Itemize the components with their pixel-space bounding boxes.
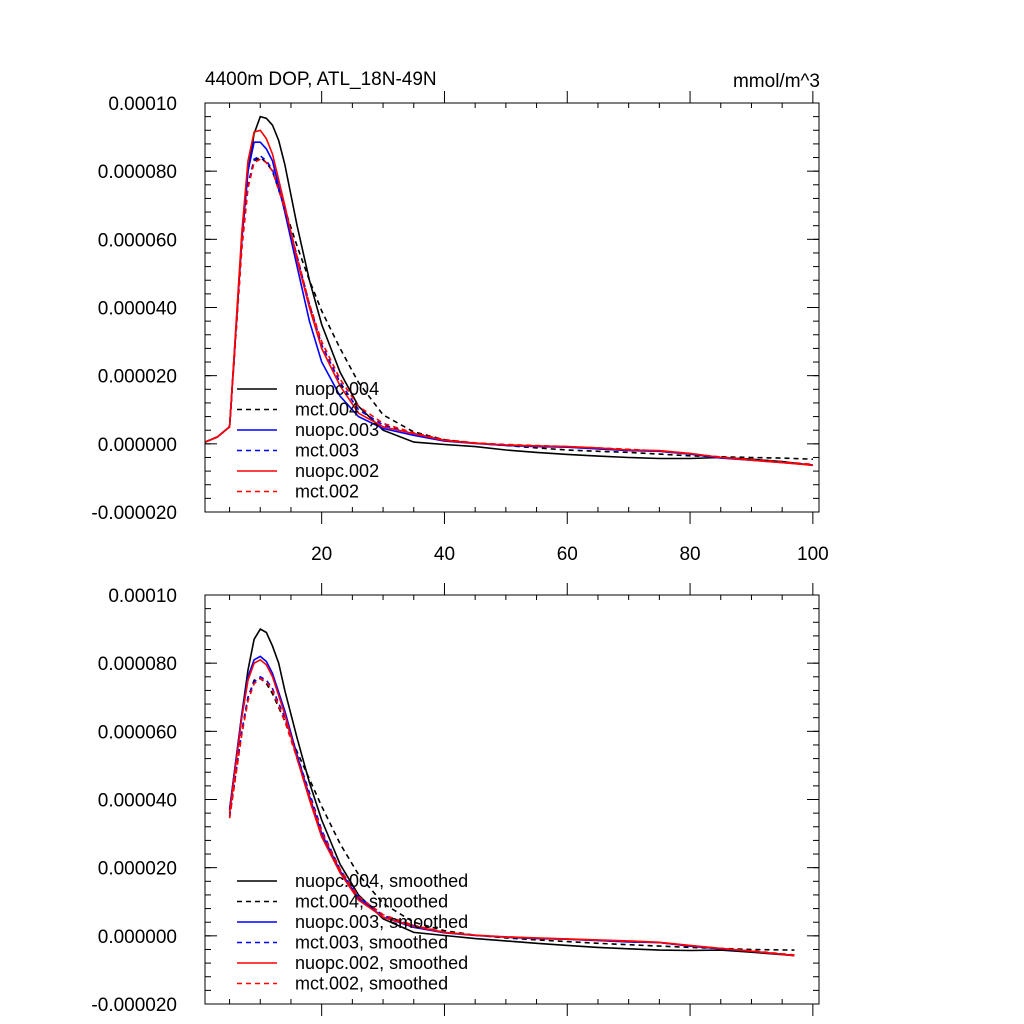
- series-line-mct-002: [204, 158, 813, 466]
- legend-label: mct.004, smoothed: [295, 892, 448, 912]
- top-panel-units: mmol/m^3: [733, 71, 820, 92]
- y-tick-label: 0.000000: [98, 927, 177, 948]
- top-panel: 4400m DOP, ATL_18N-49N mmol/m^3 20 40 60 80…: [91, 69, 828, 565]
- x-tick-label: 20: [311, 544, 332, 565]
- bottom-panel-axes: 0.00010 0.000080 0.000060 0.000040 0.000020 0…: [91, 583, 819, 1016]
- y-tick-label: 0.000000: [98, 435, 177, 456]
- legend-label: mct.003, smoothed: [295, 933, 448, 953]
- legend-label: nuopc.004, smoothed: [295, 871, 468, 891]
- y-tick-label: 0.000040: [98, 791, 177, 812]
- top-panel-title: 4400m DOP, ATL_18N-49N: [205, 69, 437, 90]
- bottom-panel: 0.00010 0.000080 0.000060 0.000040 0.000020 0…: [91, 583, 820, 1016]
- y-tick-label: 0.00010: [108, 586, 177, 607]
- legend-label: nuopc.002: [295, 461, 379, 481]
- legend-label: nuopc.003: [295, 420, 379, 440]
- legend-label: nuopc.002, smoothed: [295, 953, 468, 973]
- y-tick-label: 0.00010: [108, 94, 177, 115]
- top-panel-axes: 20 40 60 80 100 0.00010 0.000080 0.000060 0.0000…: [91, 91, 829, 565]
- legend-label: mct.004: [295, 400, 359, 420]
- y-tick-label: 0.000080: [98, 654, 177, 675]
- series-line-mct-002-smoothed: [228, 677, 795, 956]
- top-panel-series: [204, 115, 813, 467]
- y-tick-label: 0.000080: [98, 162, 177, 183]
- legend-label: mct.003: [295, 441, 359, 461]
- x-tick-label: 60: [557, 544, 578, 565]
- top-panel-frame: [204, 102, 820, 513]
- y-tick-label: 0.000020: [98, 367, 177, 388]
- y-tick-label: 0.000020: [98, 859, 177, 880]
- legend-label: nuopc.003, smoothed: [295, 912, 468, 932]
- y-tick-label: 0.000060: [98, 230, 177, 251]
- y-tick-label: -0.000020: [91, 503, 177, 524]
- y-tick-label: -0.000020: [91, 995, 177, 1016]
- x-tick-label: 100: [797, 544, 829, 565]
- legend-label: mct.002: [295, 482, 359, 502]
- legend-label: mct.002, smoothed: [295, 974, 448, 994]
- top-panel-legend: nuopc.004mct.004nuopc.003mct.003nuopc.00…: [237, 379, 379, 502]
- x-tick-label: 40: [434, 544, 455, 565]
- y-tick-label: 0.000060: [98, 722, 177, 743]
- legend-label: nuopc.004: [295, 379, 379, 399]
- y-tick-label: 0.000040: [98, 299, 177, 320]
- bottom-panel-series: [228, 628, 795, 957]
- bottom-panel-frame: [204, 594, 820, 1005]
- x-tick-label: 80: [679, 544, 700, 565]
